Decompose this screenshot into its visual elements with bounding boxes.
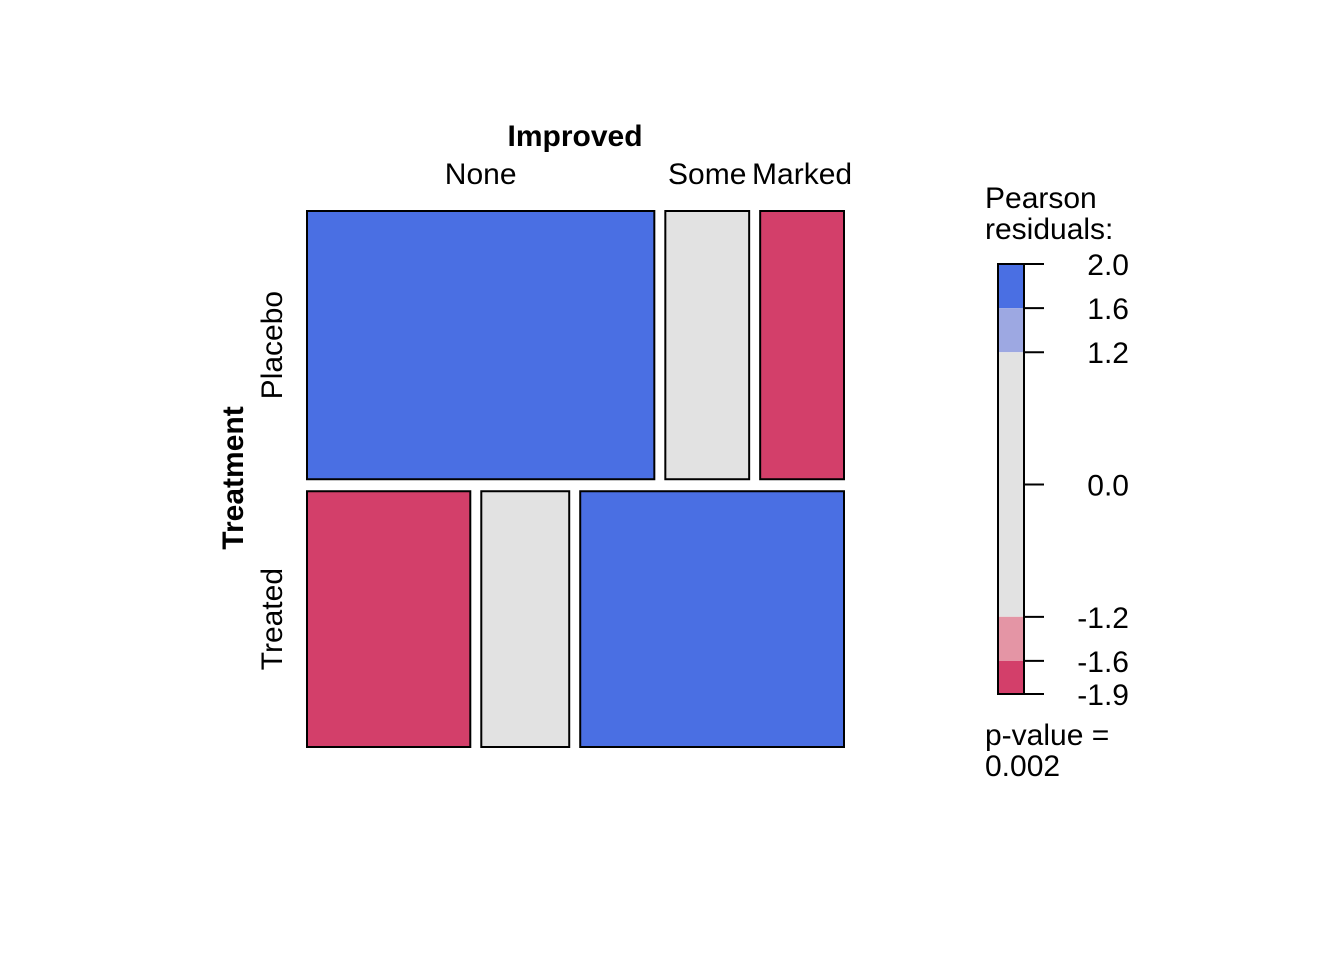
- legend-color-bar: [997, 263, 1025, 695]
- row-label-treated: Treated: [256, 568, 289, 670]
- pvalue-line1: p-value =: [985, 719, 1109, 752]
- mosaic-cell-placebo-marked: [759, 210, 845, 481]
- legend-ticks: 2.0 1.6 1.2 0.0 -1.2 -1.6-1.9: [1024, 249, 1129, 712]
- residual-legend: Pearson residuals: 2.0 1.6 1.2 0.0 -1.2 -1.6-…: [985, 182, 1129, 783]
- mosaic-cell-placebo-none: [306, 210, 656, 481]
- row-variable-title: Treatment: [217, 406, 250, 549]
- legend-bar-frame: [997, 263, 1025, 695]
- legend-title-line2: residuals:: [985, 213, 1113, 246]
- pvalue-line2: 0.002: [985, 750, 1060, 783]
- mosaic-cell-treated-none: [306, 490, 472, 748]
- legend-tick-label: 0.0: [1087, 470, 1129, 503]
- mosaic-cell-treated-some: [480, 490, 571, 748]
- row-labels: Placebo Treated: [256, 291, 289, 670]
- legend-band-2: [998, 352, 1024, 617]
- mosaic-cell-placebo-some: [664, 210, 751, 481]
- column-label-marked: Marked: [752, 158, 852, 191]
- column-labels: None Some Marked: [445, 158, 852, 191]
- column-label-none: None: [445, 158, 517, 191]
- row-label-placebo: Placebo: [256, 291, 289, 399]
- column-variable-title: Improved: [507, 120, 642, 153]
- legend-tick-label: 1.2: [1087, 337, 1129, 370]
- legend-tick-label: 2.0: [1087, 249, 1129, 282]
- legend-band-1: [998, 308, 1024, 353]
- legend-band-4: [998, 660, 1024, 694]
- legend-tick-label: -1.9: [1077, 679, 1129, 712]
- column-label-some: Some: [668, 158, 746, 191]
- legend-band-3: [998, 616, 1024, 661]
- legend-band-0: [998, 264, 1024, 309]
- legend-tick-label: -1.2: [1077, 602, 1129, 635]
- mosaic-cells: [306, 210, 845, 748]
- legend-tick-label: 1.6: [1087, 293, 1129, 326]
- legend-tick-label: -1.6: [1077, 646, 1129, 679]
- mosaic-cell-treated-marked: [579, 490, 845, 748]
- legend-title-line1: Pearson: [985, 182, 1097, 215]
